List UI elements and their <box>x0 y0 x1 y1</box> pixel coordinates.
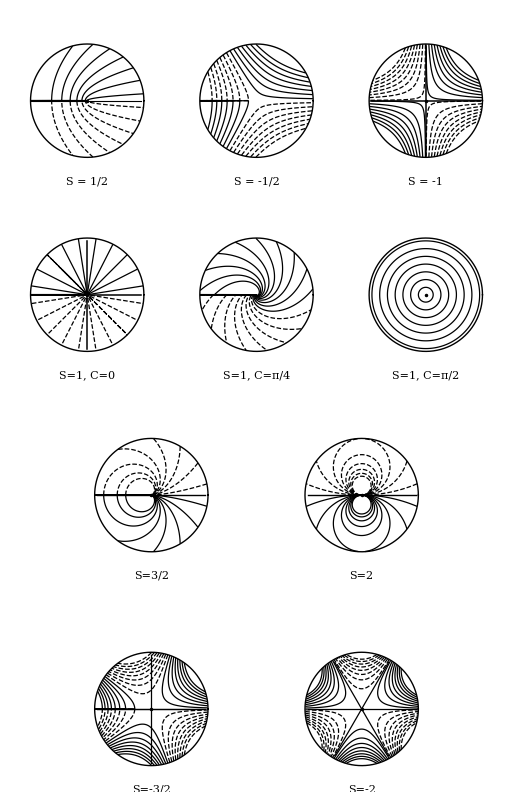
Text: S=3/2: S=3/2 <box>134 571 169 581</box>
Text: S = 1/2: S = 1/2 <box>66 177 108 187</box>
Text: S=1, C=0: S=1, C=0 <box>59 371 115 381</box>
Text: S = -1/2: S = -1/2 <box>233 177 280 187</box>
Text: S=-2: S=-2 <box>348 785 376 792</box>
Text: S=2: S=2 <box>349 571 374 581</box>
Text: S=-3/2: S=-3/2 <box>132 785 171 792</box>
Text: S = -1: S = -1 <box>408 177 443 187</box>
Text: S=1, C=π/4: S=1, C=π/4 <box>223 371 290 381</box>
Text: S=1, C=π/2: S=1, C=π/2 <box>392 371 460 381</box>
